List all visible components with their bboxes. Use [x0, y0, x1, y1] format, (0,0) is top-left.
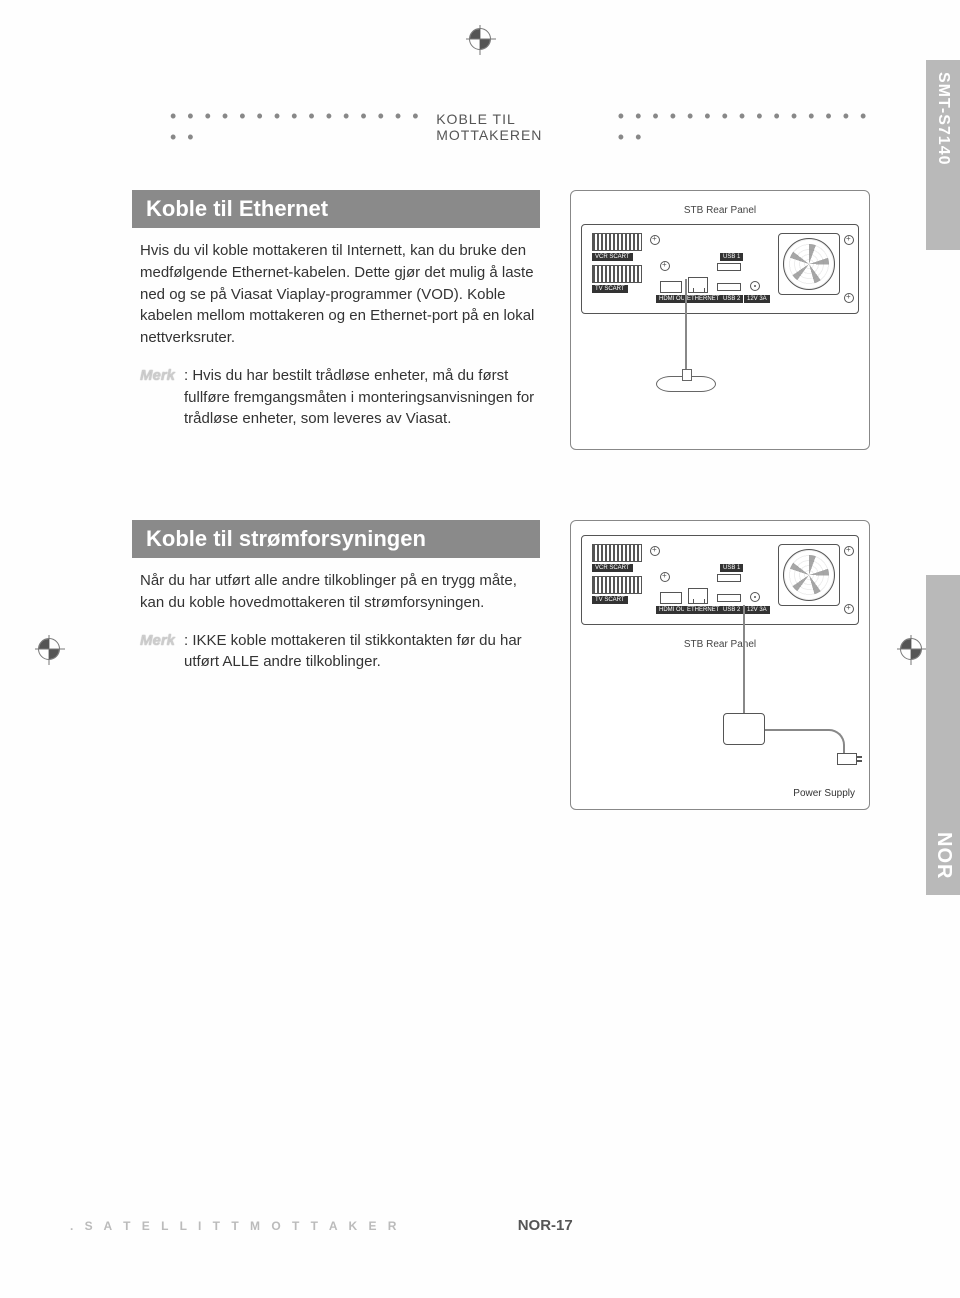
power-diagram-title: STB Rear Panel — [684, 639, 756, 650]
screw-icon — [660, 572, 670, 582]
screw-icon — [844, 293, 854, 303]
stb-rear-panel: VCR SCART TV SCART HDMI OUT ETHERNET USB… — [581, 535, 859, 625]
note-label: Merk — [140, 365, 175, 387]
header-dots-right: • • • • • • • • • • • • • • • • • — [618, 106, 870, 148]
footer-product-name: . S A T E L L I T T M O T T A K E R — [70, 1219, 400, 1233]
crop-mark-left — [38, 638, 60, 660]
screw-icon — [844, 604, 854, 614]
ethernet-port — [688, 588, 708, 604]
dc-port — [750, 592, 760, 602]
hdmi-port — [660, 281, 682, 293]
dc-label: 12V 3A — [744, 606, 770, 614]
ethernet-text-column: Koble til Ethernet Hvis du vil koble mot… — [140, 190, 540, 450]
page-footer: . S A T E L L I T T M O T T A K E R NOR-… — [70, 1217, 870, 1234]
dc-port — [750, 281, 760, 291]
usb1-port — [717, 574, 741, 582]
page: SMT-S7140 NOR • • • • • • • • • • • • • … — [0, 0, 960, 1298]
power-diagram-column: VCR SCART TV SCART HDMI OUT ETHERNET USB… — [570, 520, 870, 810]
power-note: Merk : IKKE koble mottakeren til stikkon… — [140, 630, 540, 674]
ethernet-cable — [685, 279, 687, 379]
screw-icon — [660, 261, 670, 271]
usb2-label: USB 2 — [720, 295, 743, 303]
ethernet-note-text: : Hvis du har bestilt trådløse enheter, … — [184, 367, 534, 428]
usb1-port — [717, 263, 741, 271]
header-dots-left: • • • • • • • • • • • • • • • • • — [170, 106, 422, 148]
content-area: Koble til Ethernet Hvis du vil koble mot… — [140, 190, 870, 880]
page-number: NOR-17 — [518, 1217, 573, 1234]
power-text-column: Koble til strømforsyningen Når du har ut… — [140, 520, 540, 810]
power-diagram: VCR SCART TV SCART HDMI OUT ETHERNET USB… — [570, 520, 870, 810]
power-adapter-icon — [723, 713, 765, 745]
screw-icon — [844, 546, 854, 556]
router-icon — [656, 376, 716, 392]
section-title-power: Koble til strømforsyningen — [132, 520, 540, 558]
power-cable — [743, 605, 745, 715]
crop-mark-right — [900, 638, 922, 660]
ethernet-diagram: STB Rear Panel VCR SCART TV SCART HDMI O… — [570, 190, 870, 450]
section-ethernet: Koble til Ethernet Hvis du vil koble mot… — [140, 190, 870, 450]
ethernet-note: Merk : Hvis du har bestilt trådløse enhe… — [140, 365, 540, 430]
usb1-label: USB 1 — [720, 253, 743, 261]
language-tab: NOR — [926, 575, 960, 895]
power-supply-label: Power Supply — [793, 788, 855, 799]
screw-icon — [844, 235, 854, 245]
power-paragraph: Når du har utført alle andre tilkoblinge… — [140, 570, 540, 614]
ethernet-diagram-title: STB Rear Panel — [581, 205, 859, 216]
usb2-label: USB 2 — [720, 606, 743, 614]
power-plug-icon — [837, 753, 857, 765]
tv-scart-port — [592, 265, 642, 283]
ethernet-label: ETHERNET — [684, 295, 722, 303]
usb1-label: USB 1 — [720, 564, 743, 572]
tv-scart-label: TV SCART — [592, 285, 628, 293]
ethernet-paragraph: Hvis du vil koble mottakeren til Interne… — [140, 240, 540, 349]
tv-scart-port — [592, 576, 642, 594]
page-header: • • • • • • • • • • • • • • • • • KOBLE … — [170, 106, 870, 148]
stb-rear-panel: VCR SCART TV SCART HDMI OUT ETHERNET USB… — [581, 224, 859, 314]
section-power: Koble til strømforsyningen Når du har ut… — [140, 520, 870, 810]
page-header-title: KOBLE TIL MOTTAKEREN — [436, 111, 604, 143]
model-tab: SMT-S7140 — [926, 60, 960, 250]
fan-icon — [778, 233, 840, 295]
vcr-scart-label: VCR SCART — [592, 564, 633, 572]
usb2-port — [717, 594, 741, 602]
tv-scart-label: TV SCART — [592, 596, 628, 604]
vcr-scart-port — [592, 544, 642, 562]
screw-icon — [650, 235, 660, 245]
vcr-scart-port — [592, 233, 642, 251]
plug-cable — [765, 729, 845, 761]
section-title-ethernet: Koble til Ethernet — [132, 190, 540, 228]
ethernet-port — [688, 277, 708, 293]
usb2-port — [717, 283, 741, 291]
screw-icon — [650, 546, 660, 556]
language-label: NOR — [932, 832, 955, 879]
power-note-text: : IKKE koble mottakeren til stikkontakte… — [184, 632, 522, 671]
crop-mark-top — [469, 28, 491, 50]
fan-icon — [778, 544, 840, 606]
note-label: Merk — [140, 630, 175, 652]
ethernet-label: ETHERNET — [684, 606, 722, 614]
dc-label: 12V 3A — [744, 295, 770, 303]
ethernet-diagram-column: STB Rear Panel VCR SCART TV SCART HDMI O… — [570, 190, 870, 450]
vcr-scart-label: VCR SCART — [592, 253, 633, 261]
hdmi-port — [660, 592, 682, 604]
model-label: SMT-S7140 — [934, 72, 952, 165]
